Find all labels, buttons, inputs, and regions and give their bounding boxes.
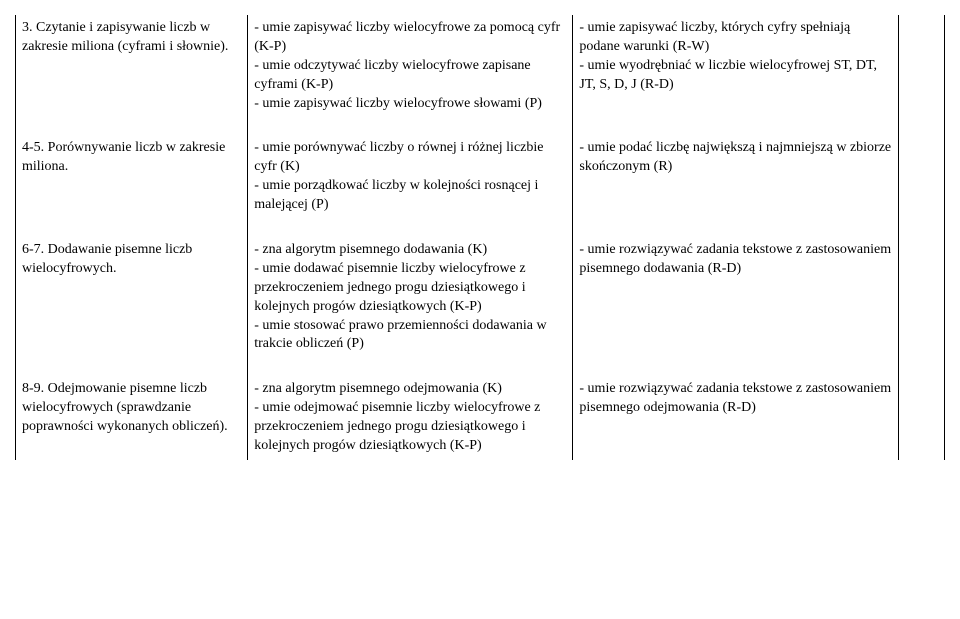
table-row: 8-9. Odejmowanie pisemne liczb wielocyfr…	[16, 376, 945, 460]
cell-basic: - umie porównywać liczby o równej i różn…	[248, 135, 573, 219]
cell-topic: 4-5. Porównywanie liczb w zakresie milio…	[16, 135, 248, 219]
table-row: 6-7. Dodawanie pisemne liczb wielocyfrow…	[16, 237, 945, 358]
cell-basic: - umie zapisywać liczby wielocyfrowe za …	[248, 15, 573, 117]
cell-empty	[898, 237, 944, 358]
cell-extended: - umie rozwiązywać zadania tekstowe z za…	[573, 376, 898, 460]
cell-extended: - umie rozwiązywać zadania tekstowe z za…	[573, 237, 898, 358]
cell-basic: - zna algorytm pisemnego dodawania (K) -…	[248, 237, 573, 358]
row-gap	[16, 358, 945, 376]
row-gap	[16, 219, 945, 237]
cell-empty	[898, 135, 944, 219]
cell-extended: - umie podać liczbę największą i najmnie…	[573, 135, 898, 219]
curriculum-table: 3. Czytanie i zapisywanie liczb w zakres…	[15, 15, 945, 460]
cell-empty	[898, 376, 944, 460]
cell-topic: 3. Czytanie i zapisywanie liczb w zakres…	[16, 15, 248, 117]
table-row: 3. Czytanie i zapisywanie liczb w zakres…	[16, 15, 945, 117]
row-gap	[16, 117, 945, 135]
cell-basic: - zna algorytm pisemnego odejmowania (K)…	[248, 376, 573, 460]
cell-empty	[898, 15, 944, 117]
cell-extended: - umie zapisywać liczby, których cyfry s…	[573, 15, 898, 117]
cell-topic: 6-7. Dodawanie pisemne liczb wielocyfrow…	[16, 237, 248, 358]
table-row: 4-5. Porównywanie liczb w zakresie milio…	[16, 135, 945, 219]
cell-topic: 8-9. Odejmowanie pisemne liczb wielocyfr…	[16, 376, 248, 460]
